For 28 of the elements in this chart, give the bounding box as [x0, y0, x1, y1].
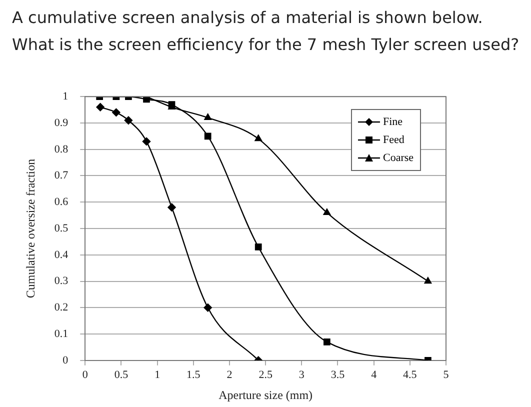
- y-tick-label: 0.3: [54, 275, 69, 288]
- x-axis-title: Aperture size (mm): [218, 388, 313, 402]
- y-tick-label: 0.4: [54, 248, 69, 261]
- legend-label: Coarse: [383, 152, 414, 164]
- y-tick-label: 0.9: [54, 116, 69, 129]
- x-tick-label: 3: [298, 368, 305, 381]
- y-tick-label: 0.2: [54, 302, 68, 314]
- y-tick-label: 0.1: [54, 328, 68, 340]
- x-tick-label: 4: [371, 368, 378, 381]
- x-tick-label: 0: [82, 368, 88, 381]
- chart-title: A cumulative screen analysis of a material is shown below. What is the screen efficiency for the 7 mesh Tyler screen used?: [12, 7, 520, 56]
- legend-label: Fine: [383, 116, 403, 128]
- y-tick-label: 1: [62, 90, 68, 102]
- x-tick-label: 2.5: [258, 368, 273, 381]
- x-tick-label: 1: [154, 368, 160, 381]
- x-tick-label: 3.5: [330, 368, 346, 381]
- x-tick-label: 2: [226, 368, 232, 381]
- y-axis-title: Cumulative oversize fraction: [23, 158, 38, 298]
- legend-label: Feed: [383, 134, 404, 146]
- y-tick-label: 0.8: [54, 143, 69, 156]
- y-tick-label: 0: [62, 354, 69, 366]
- y-tick-label: 0.7: [54, 170, 69, 182]
- x-tick-label: 5: [443, 368, 450, 381]
- y-tick-label: 0.5: [54, 222, 69, 234]
- y-tick-label: 0.6: [54, 196, 69, 208]
- x-tick-label: 0.5: [114, 368, 129, 381]
- x-tick-label: 4.5: [403, 368, 418, 381]
- x-tick-label: 1.5: [186, 368, 201, 381]
